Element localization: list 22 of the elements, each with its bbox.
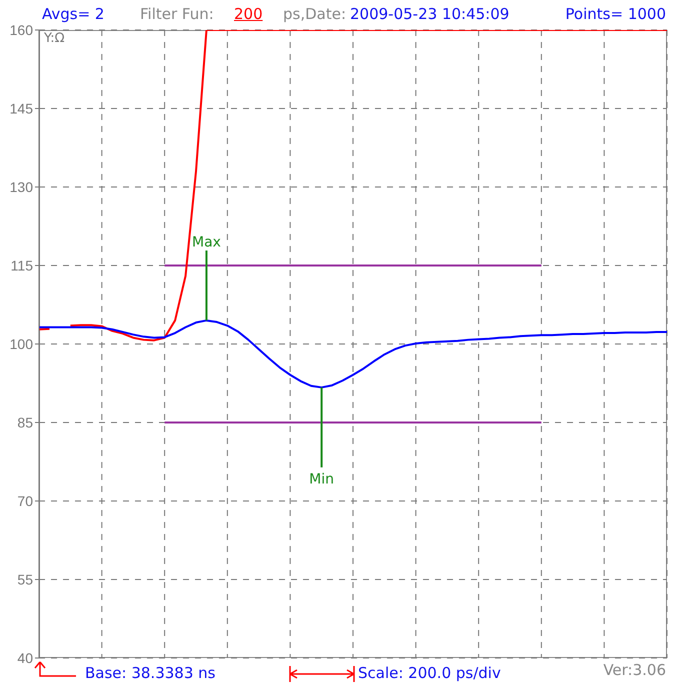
y-tick-label: 70	[17, 492, 34, 509]
text: 2009-05-23 10:45:09	[350, 5, 510, 23]
annotation: Y:Ω	[44, 31, 65, 46]
y-tick-label: 40	[17, 650, 34, 666]
text: 200	[234, 5, 263, 23]
line-series	[38, 319, 668, 388]
y-tick-label: 130	[10, 178, 34, 195]
text: Scale: 200.0 ps/div	[358, 664, 501, 682]
annotation: Max	[192, 234, 221, 250]
text: Ver:3.06	[603, 661, 666, 679]
y-tick-label: 100	[10, 336, 34, 352]
annotation: Min	[309, 471, 334, 488]
text: Avgs= 2	[42, 5, 104, 23]
y-tick-label: 145	[10, 100, 34, 116]
y-tick-label: 160	[10, 22, 34, 38]
text: Filter Fun:	[140, 5, 214, 23]
y-tick-label: 115	[10, 257, 34, 274]
text: Points= 1000	[565, 5, 666, 23]
text: ps,Date:	[283, 5, 346, 23]
y-tick-label: 55	[17, 571, 34, 588]
text: Base: 38.3383 ns	[85, 664, 216, 682]
y-tick-label: 85	[17, 414, 34, 430]
